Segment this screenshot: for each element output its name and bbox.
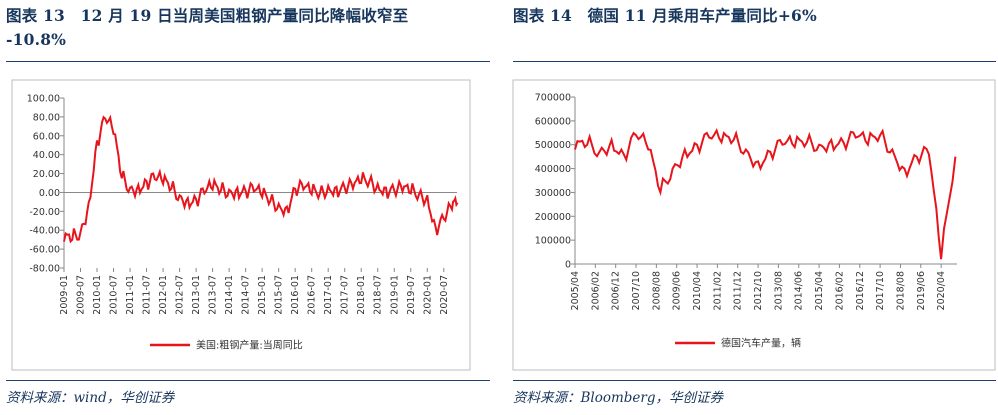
x-tick-label: 2013-07 <box>208 275 219 315</box>
x-tick-label: 2019-07 <box>406 275 417 315</box>
x-tick-label: 2014-01 <box>224 275 235 315</box>
y-tick-label: -60.00 <box>29 245 60 256</box>
y-tick-label: 80.00 <box>33 112 60 123</box>
x-tick-label: 2008/08 <box>651 271 662 310</box>
x-tick-label: 2015/04 <box>814 271 825 310</box>
chart-title: 图表 13 12 月 19 日当周美国粗钢产量同比降幅收窄至 -10.8% <box>6 4 408 52</box>
x-tick-label: 2019-01 <box>389 275 400 315</box>
y-tick-label: -40.00 <box>29 226 60 237</box>
y-tick-label: 20.00 <box>33 169 60 180</box>
x-tick-label: 2018/08 <box>895 271 906 310</box>
x-tick-label: 2011/12 <box>733 271 744 310</box>
x-tick-label: 2014-07 <box>241 275 252 315</box>
x-tick-label: 2017/10 <box>875 271 886 310</box>
y-tick-label: 100.00 <box>27 94 60 105</box>
chart-panel-germany-cars: 图表 14 德国 11 月乘用车产量同比+6% 700000 600000 5000… <box>507 0 998 415</box>
series-line <box>574 128 957 260</box>
y-tick-label: 60.00 <box>33 131 60 142</box>
chart-frame <box>11 79 471 371</box>
x-tick-label: 2012-01 <box>158 275 169 315</box>
x-tick-label: 2013-01 <box>191 275 202 315</box>
x-tick-label: 2010-07 <box>109 275 120 315</box>
chart-panel-us-steel: 图表 13 12 月 19 日当周美国粗钢产量同比降幅收窄至 -10.8% 10… <box>0 0 492 415</box>
legend-label: 美国:粗钢产量:当周同比 <box>196 339 303 352</box>
x-tick-label: 2007/10 <box>631 271 642 310</box>
chart-source: 资料来源：wind，华创证券 <box>6 390 175 406</box>
title-divider <box>513 61 996 62</box>
x-tick-label: 2009-01 <box>59 275 70 315</box>
y-tick-label: -80.00 <box>29 264 60 275</box>
x-tick-label: 2019/06 <box>916 271 927 310</box>
source-divider <box>513 380 996 381</box>
y-tick-label: 500000 <box>535 140 571 151</box>
x-tick-label: 2006/02 <box>590 271 601 310</box>
x-tick-label: 2016-07 <box>307 275 318 315</box>
y-tick-label: 300000 <box>535 188 571 199</box>
x-tick-label: 2009/06 <box>672 271 683 310</box>
x-tick-label: 2018-01 <box>356 275 367 315</box>
y-tick-label: 700000 <box>535 93 571 104</box>
x-tick-label: 2014/06 <box>794 271 805 310</box>
chart-title-line1: 图表 13 12 月 19 日当周美国粗钢产量同比降幅收窄至 <box>6 6 409 25</box>
x-tick-label: 2017-07 <box>340 275 351 315</box>
chart-frame <box>512 79 996 371</box>
legend-label: 德国汽车产量，辆 <box>721 337 801 350</box>
x-tick-label: 2011-01 <box>125 275 136 315</box>
x-tick-label: 2020/04 <box>936 271 947 310</box>
germany-car-production-line-chart: 700000 600000 500000 400000 300000 200000 1000… <box>512 79 996 371</box>
x-tick-label: 2009-07 <box>76 275 87 315</box>
x-tick-label: 2010-01 <box>92 275 103 315</box>
y-tick-label: 40.00 <box>33 150 60 161</box>
x-tick-label: 2011/02 <box>712 271 723 310</box>
y-tick-label: 200000 <box>535 212 571 223</box>
y-tick-label: 600000 <box>535 116 571 127</box>
us-steel-line-chart: 100.00 80.00 60.00 40.00 20.00 0.00 -20.00 -40.… <box>11 79 471 371</box>
x-tick-label: 2016/12 <box>855 271 866 310</box>
chart-title: 图表 14 德国 11 月乘用车产量同比+6% <box>513 6 817 25</box>
y-tick-label: -20.00 <box>29 207 60 218</box>
x-tick-label: 2016-01 <box>290 275 301 315</box>
x-tick-label: 2012-07 <box>175 275 186 315</box>
x-tick-label: 2005/04 <box>570 271 581 310</box>
x-tick-label: 2013/08 <box>773 271 784 310</box>
x-tick-label: 2020-07 <box>439 275 450 315</box>
x-tick-label: 2018-07 <box>373 275 384 315</box>
y-tick-label: 0.00 <box>39 188 60 199</box>
y-tick-label: 100000 <box>535 236 571 247</box>
y-tick-label: 0 <box>565 260 571 271</box>
x-tick-label: 2015-01 <box>257 275 268 315</box>
x-tick-label: 2006/12 <box>611 271 622 310</box>
x-tick-label: 2012/10 <box>753 271 764 310</box>
x-tick-label: 2011-07 <box>142 275 153 315</box>
title-divider <box>6 61 490 62</box>
series-line <box>63 114 459 244</box>
x-tick-label: 2010/04 <box>692 271 703 310</box>
x-tick-label: 2015-07 <box>274 275 285 315</box>
x-tick-label: 2020-01 <box>422 275 433 315</box>
chart-title-line2: -10.8% <box>6 30 67 49</box>
source-divider <box>6 380 490 381</box>
x-tick-label: 2016/02 <box>834 271 845 310</box>
chart-source: 资料来源：Bloomberg，华创证券 <box>513 390 724 406</box>
y-tick-label: 400000 <box>535 164 571 175</box>
x-tick-label: 2017-01 <box>323 275 334 315</box>
